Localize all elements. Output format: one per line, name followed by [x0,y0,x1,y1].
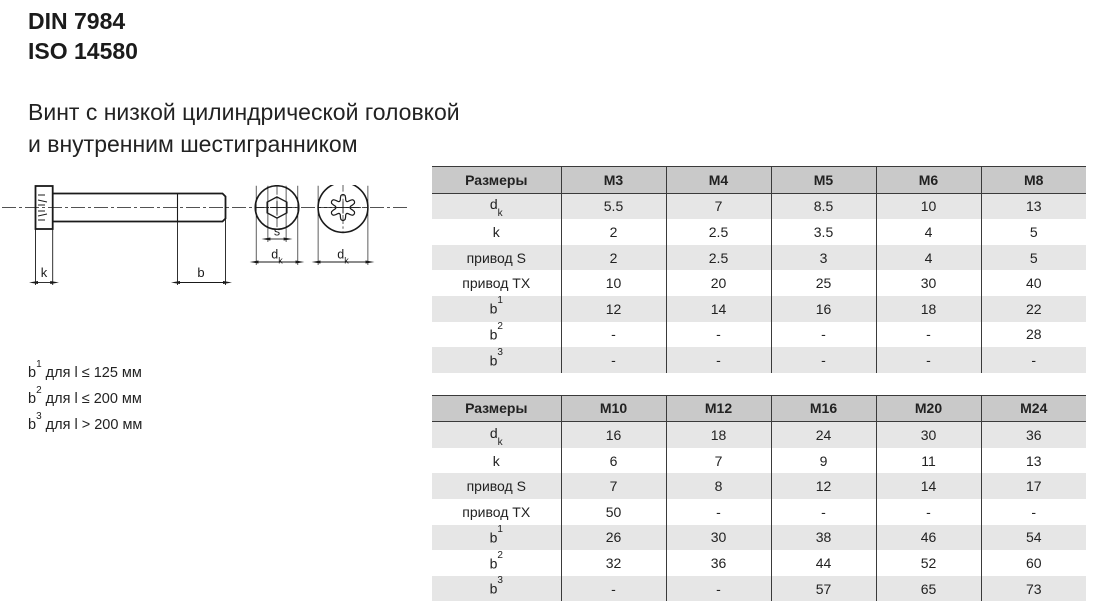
svg-text:s: s [274,225,280,239]
svg-text:dk: dk [337,248,349,266]
svg-text:dk: dk [271,248,283,266]
svg-text:k: k [41,265,48,280]
svg-text:b: b [197,265,204,280]
